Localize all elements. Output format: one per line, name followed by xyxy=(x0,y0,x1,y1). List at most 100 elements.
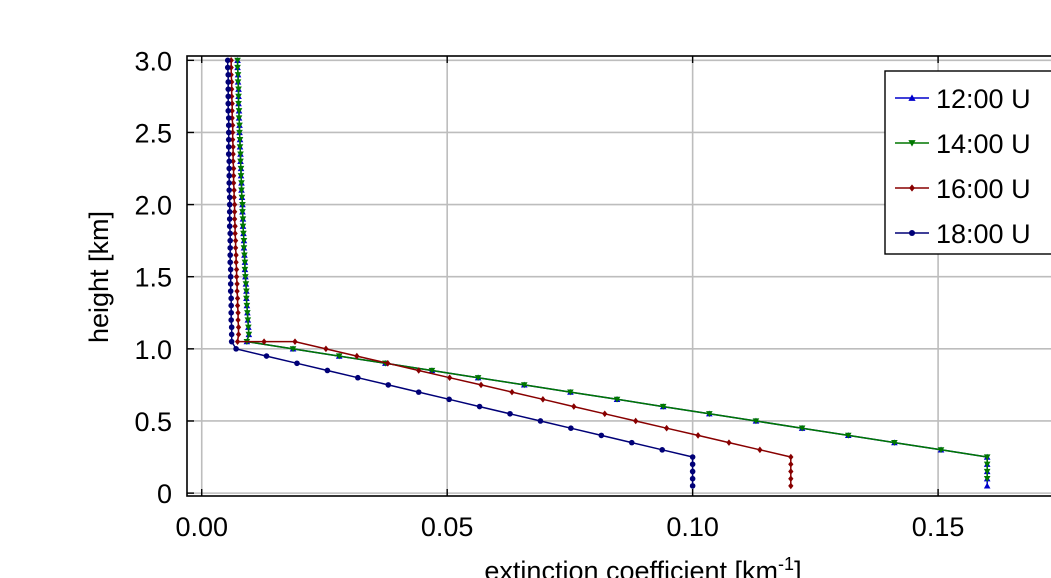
data-point xyxy=(236,144,244,151)
plot-frame xyxy=(186,55,1051,497)
data-point xyxy=(229,100,235,107)
data-point xyxy=(225,144,232,150)
data-point xyxy=(231,201,238,208)
data-point xyxy=(238,187,245,194)
data-point xyxy=(227,273,234,280)
legend-marker xyxy=(908,140,916,147)
x-tick-label: 0.00 xyxy=(175,512,228,542)
data-point xyxy=(228,295,234,302)
data-point xyxy=(235,108,243,115)
data-point xyxy=(689,475,696,482)
data-point xyxy=(226,180,233,186)
data-point xyxy=(335,353,343,360)
data-point xyxy=(225,79,232,85)
data-point xyxy=(230,129,236,136)
data-point xyxy=(236,122,243,129)
data-point xyxy=(226,172,233,179)
legend-marker xyxy=(908,94,916,101)
data-point xyxy=(230,150,236,158)
data-point xyxy=(244,310,251,317)
data-point xyxy=(232,230,238,237)
data-point xyxy=(225,115,232,121)
data-point xyxy=(540,396,546,403)
data-point xyxy=(239,223,247,230)
data-point xyxy=(232,244,239,252)
data-point xyxy=(474,375,482,382)
data-point xyxy=(613,396,621,403)
data-point xyxy=(236,137,244,143)
data-point xyxy=(891,439,898,446)
legend-label: 12:00 U xyxy=(936,84,1031,114)
data-point xyxy=(225,129,232,136)
data-point xyxy=(983,482,991,489)
data-point xyxy=(230,179,237,187)
data-point xyxy=(226,216,233,222)
data-point xyxy=(225,71,232,78)
data-point xyxy=(478,381,484,389)
data-point xyxy=(428,367,436,374)
data-point xyxy=(225,122,232,129)
data-point xyxy=(234,64,241,71)
data-point xyxy=(235,316,241,324)
data-point xyxy=(240,238,248,244)
data-point xyxy=(507,410,513,417)
x-tick-label: 0.10 xyxy=(666,512,719,542)
data-point xyxy=(788,453,794,461)
series-2 xyxy=(234,57,991,482)
data-point xyxy=(752,418,760,425)
y-tick-label: 1.0 xyxy=(134,335,172,365)
data-point xyxy=(788,460,794,468)
data-point xyxy=(224,64,231,71)
data-point xyxy=(416,367,422,374)
data-point xyxy=(229,85,235,93)
y-tick-label: 0.5 xyxy=(134,407,172,437)
data-point xyxy=(225,93,232,100)
data-point xyxy=(355,374,361,381)
data-point xyxy=(244,317,252,324)
data-point xyxy=(224,57,231,64)
data-point xyxy=(446,396,452,403)
data-point xyxy=(231,194,237,201)
data-point xyxy=(243,288,250,295)
data-point xyxy=(241,252,248,259)
data-point xyxy=(241,266,249,273)
legend-label: 18:00 U xyxy=(936,219,1031,249)
x-tick-label: 0.05 xyxy=(421,512,474,542)
x-tick-label: 0.15 xyxy=(912,512,965,542)
data-point xyxy=(239,216,247,223)
data-point xyxy=(225,136,232,143)
data-point xyxy=(233,258,239,266)
legend-label: 14:00 U xyxy=(936,129,1031,159)
data-point xyxy=(228,324,235,331)
data-point xyxy=(689,454,696,460)
legend: 12:00 U 14:00 U 16:00 U 18:00 U xyxy=(884,70,1051,255)
data-point xyxy=(237,173,245,180)
data-point xyxy=(235,100,242,107)
data-point xyxy=(628,439,635,446)
data-point xyxy=(225,100,232,107)
data-point xyxy=(239,201,246,208)
data-point xyxy=(233,266,240,273)
data-point xyxy=(237,158,244,165)
data-point xyxy=(292,338,298,345)
data-point xyxy=(228,331,235,338)
legend-marker xyxy=(909,184,915,192)
data-point xyxy=(633,417,639,425)
data-point xyxy=(230,143,236,151)
data-point xyxy=(240,230,247,237)
data-point xyxy=(234,302,241,309)
data-point xyxy=(237,151,244,158)
x-axis-title-main: extinction coefficient [km xyxy=(484,556,778,578)
data-point xyxy=(228,71,234,79)
legend-entry-2: 14:00 U xyxy=(895,129,1031,159)
data-point xyxy=(243,302,251,309)
data-point xyxy=(242,274,249,281)
legend-entry-4: 18:00 U xyxy=(895,219,1031,249)
data-point xyxy=(706,411,713,418)
data-point xyxy=(231,186,237,194)
data-point xyxy=(235,86,242,93)
data-point xyxy=(289,346,297,353)
series-3 xyxy=(228,57,794,490)
series-1 xyxy=(234,57,991,489)
